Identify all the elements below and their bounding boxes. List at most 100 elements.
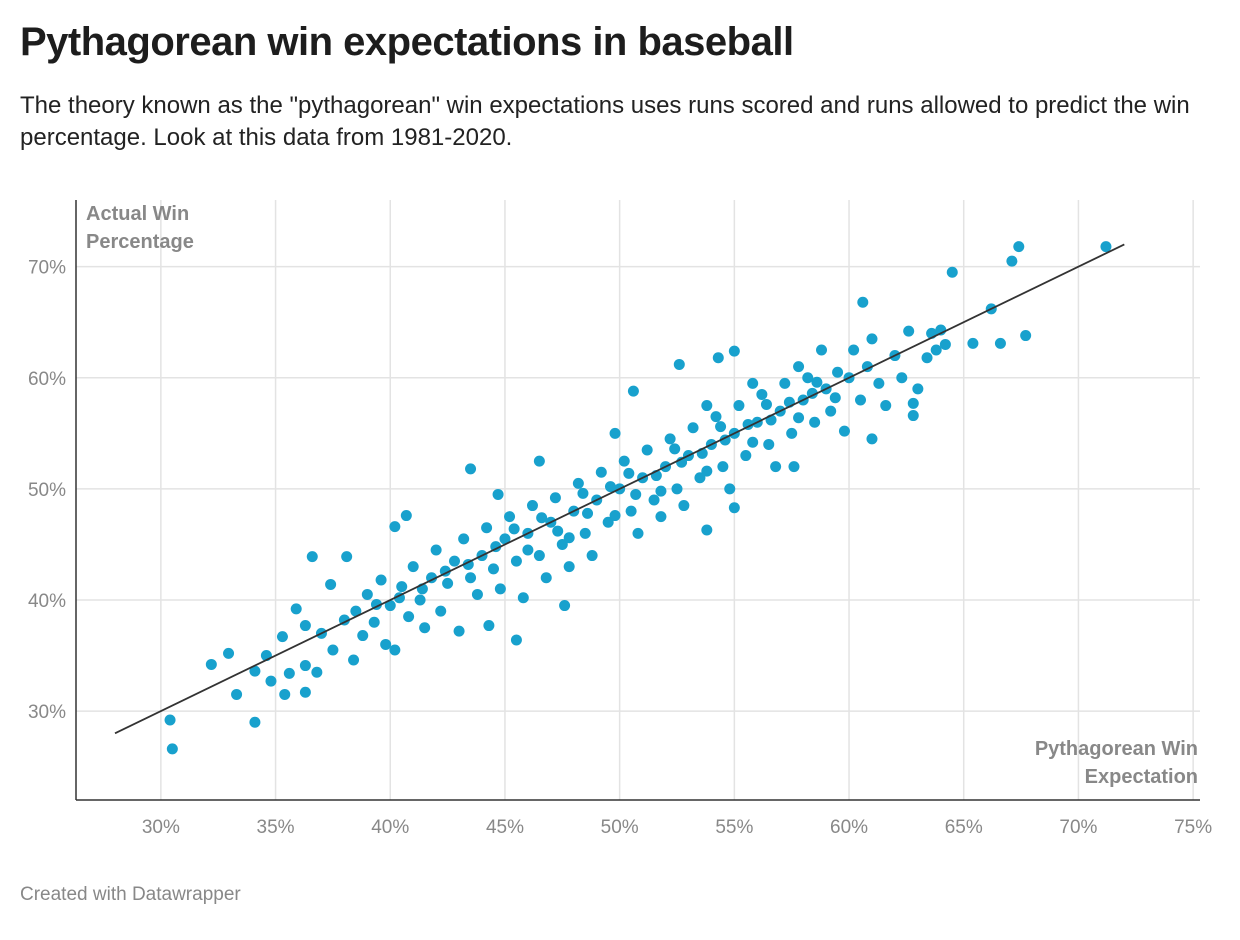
data-point (430, 544, 442, 556)
data-point (504, 511, 516, 523)
data-point (1006, 255, 1018, 267)
data-point (448, 555, 460, 567)
data-point (630, 488, 642, 500)
x-axis-title: Expectation (1085, 766, 1198, 788)
data-point (866, 333, 878, 345)
data-point (604, 481, 616, 493)
data-point (907, 410, 919, 422)
y-axis-title: Actual Win (86, 203, 189, 225)
data-point (896, 372, 908, 384)
data-point (632, 527, 644, 539)
axes (75, 200, 1200, 801)
data-point (458, 533, 470, 545)
x-tick-label: 75% (1174, 817, 1212, 838)
data-point (793, 361, 805, 373)
data-point (465, 572, 477, 584)
chart-subtitle: The theory known as the "pythagorean" wi… (20, 92, 1190, 151)
data-point (526, 500, 538, 512)
data-point (811, 376, 823, 388)
data-point (701, 400, 713, 412)
data-point (848, 344, 860, 356)
data-point (249, 665, 261, 677)
data-point (724, 483, 736, 495)
data-point (829, 392, 841, 404)
data-point (602, 516, 614, 528)
data-point (623, 467, 635, 479)
data-point (572, 477, 584, 489)
data-point (866, 433, 878, 445)
data-point (641, 444, 653, 456)
data-point (579, 527, 591, 539)
data-point (763, 438, 775, 450)
data-point (669, 443, 681, 455)
data-point (664, 433, 676, 445)
x-tick-label: 35% (257, 817, 295, 838)
data-point (655, 511, 667, 523)
data-point (728, 345, 740, 357)
data-point (552, 525, 564, 537)
data-point (540, 572, 552, 584)
data-point (276, 631, 288, 643)
data-point (747, 436, 759, 448)
data-point (609, 510, 621, 522)
data-point (299, 660, 311, 672)
y-axis-title: Percentage (86, 231, 194, 253)
data-point (265, 675, 277, 687)
data-point (556, 538, 568, 550)
data-point (939, 338, 951, 350)
trend-line-group (114, 243, 1125, 735)
data-point (384, 600, 396, 612)
data-point (522, 544, 534, 556)
axis-labels: 30% 35% 40% 45% 50% 55% 60% 65% 70% 75% 30% 40% 50% 6… (28, 203, 1212, 838)
x-tick-label: 30% (142, 817, 180, 838)
x-tick-label: 70% (1059, 817, 1097, 838)
data-point (290, 603, 302, 615)
data-point (747, 377, 759, 389)
data-point (389, 644, 401, 656)
data-point (279, 688, 291, 700)
data-point (249, 716, 261, 728)
data-point (223, 647, 235, 659)
data-point (361, 588, 373, 600)
data-point (673, 358, 685, 370)
data-point (299, 620, 311, 632)
data-point (832, 366, 844, 378)
data-point (325, 578, 337, 590)
data-point (671, 483, 683, 495)
data-point (563, 561, 575, 573)
data-point (788, 461, 800, 473)
data-point (494, 583, 506, 595)
data-point (1020, 330, 1032, 342)
data-point (1013, 241, 1025, 253)
data-point (701, 465, 713, 477)
y-tick-label: 50% (28, 480, 66, 501)
data-point (586, 550, 598, 562)
data-point (903, 325, 915, 337)
data-point (710, 411, 722, 423)
data-point (625, 505, 637, 517)
data-point (400, 510, 412, 522)
data-point (396, 581, 408, 593)
y-tick-label: 70% (28, 258, 66, 279)
data-point (403, 611, 415, 623)
data-point (350, 605, 362, 617)
data-point (407, 561, 419, 573)
data-point (341, 551, 353, 563)
credit: Created with Datawrapper (20, 884, 241, 905)
data-point (483, 620, 495, 632)
data-point (164, 714, 176, 726)
data-point (930, 344, 942, 356)
data-point (348, 654, 360, 666)
y-tick-label: 60% (28, 369, 66, 390)
data-point (770, 461, 782, 473)
data-point (655, 485, 667, 497)
data-point (389, 521, 401, 533)
data-point (694, 472, 706, 484)
data-point (855, 394, 867, 406)
data-point (678, 500, 690, 512)
data-point (793, 412, 805, 424)
data-point (492, 488, 504, 500)
data-point (701, 524, 713, 536)
data-point (717, 461, 729, 473)
data-point (786, 427, 798, 439)
